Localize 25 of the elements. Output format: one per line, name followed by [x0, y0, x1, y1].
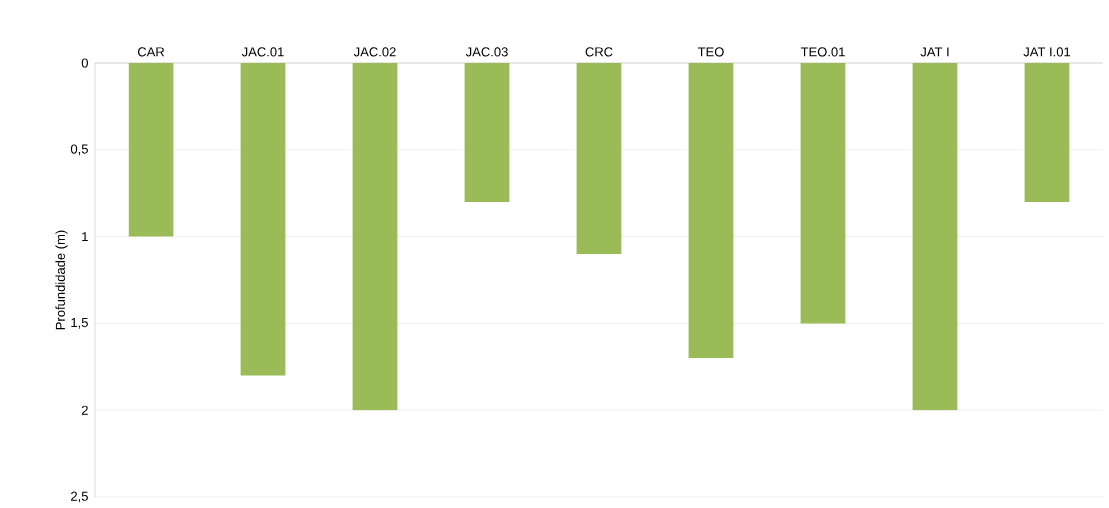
bar [576, 63, 622, 254]
x-tick-label: JAC.03 [465, 47, 508, 57]
bar [128, 63, 174, 237]
x-tick-label: CAR [137, 47, 165, 57]
bar [1024, 63, 1070, 202]
y-axis-title: Profundidade (m) [55, 230, 68, 330]
x-tick-label: CRC [585, 47, 613, 57]
y-tick-label: 1 [82, 232, 88, 242]
bar [912, 63, 958, 411]
bar [688, 63, 734, 359]
bar [800, 63, 846, 324]
x-tick-label: JAC.01 [241, 47, 284, 57]
bar [464, 63, 510, 202]
bar [240, 63, 286, 376]
y-tick-label: 2 [81, 405, 88, 415]
y-tick-label: 0,5 [70, 144, 88, 156]
x-tick-label: JAC.02 [353, 47, 396, 57]
x-tick-label: JAT I.01 [1023, 47, 1071, 57]
y-tick-label: 2,5 [71, 491, 88, 503]
x-tick-label: JAT I [920, 47, 949, 57]
x-tick-label: TEO.01 [800, 47, 845, 57]
y-tick-label: 1,5 [71, 318, 88, 329]
y-tick-label: 0 [81, 58, 88, 68]
bar [352, 63, 398, 411]
x-tick-label: TEO [697, 47, 724, 57]
